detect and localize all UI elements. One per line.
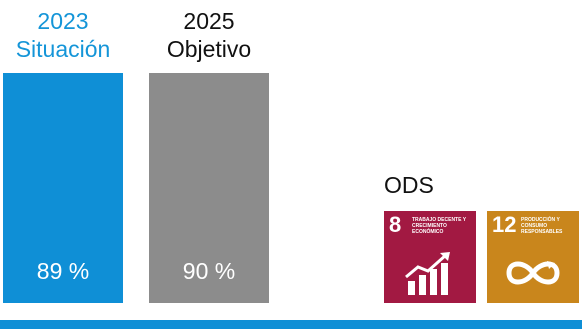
- column-header-name: Objetivo: [166, 36, 252, 62]
- growth-chart-icon: [405, 252, 450, 295]
- sdg-number: 8: [389, 212, 402, 237]
- bar-value-label: 89 %: [36, 258, 90, 284]
- ods-label: ODS: [384, 172, 434, 198]
- column-header-year: 2023: [37, 8, 89, 34]
- sdg-number: 12: [492, 212, 517, 237]
- bar-2025-objetivo: 90 %: [149, 73, 269, 303]
- sdg-goal-12-tile: 12 PRODUCCIÓN Y CONSUMO RESPONSABLES: [487, 211, 579, 303]
- infinity-loop-icon: [506, 261, 560, 285]
- bar-value-label: 90 %: [182, 258, 236, 284]
- baseline-rule: [0, 320, 582, 329]
- column-header-2023: 2023 Situación: [0, 7, 126, 63]
- column-header-name: Situación: [15, 36, 111, 62]
- sdg-title: TRABAJO DECENTE Y CRECIMIENTO ECONÓMICO: [412, 217, 466, 235]
- column-header-year: 2025: [183, 8, 235, 34]
- sdg-goal-8-tile: 8 TRABAJO DECENTE Y CRECIMIENTO ECONÓMIC…: [384, 211, 476, 303]
- sdg-title: PRODUCCIÓN Y CONSUMO RESPONSABLES: [521, 217, 563, 235]
- column-header-2025: 2025 Objetivo: [149, 7, 269, 63]
- bar-2023-situacion: 89 %: [3, 73, 123, 303]
